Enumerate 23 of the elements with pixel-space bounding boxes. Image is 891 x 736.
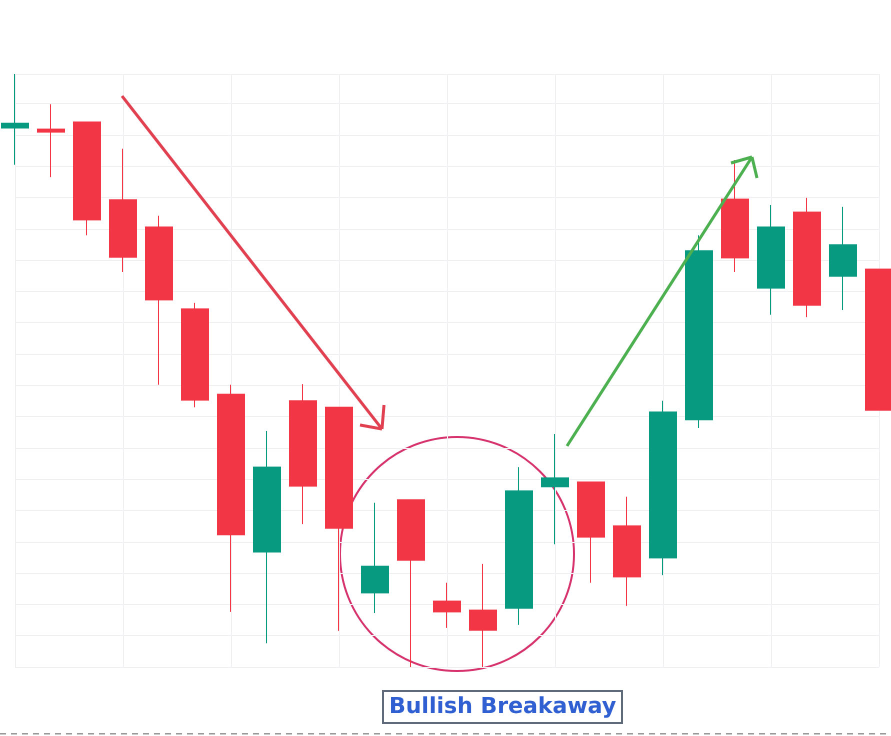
candlestick xyxy=(541,433,569,545)
candlestick xyxy=(181,302,209,408)
candlestick xyxy=(649,400,677,576)
candlestick xyxy=(505,466,533,626)
candlestick xyxy=(253,430,281,644)
candlestick xyxy=(793,197,821,318)
candlestick xyxy=(145,215,173,386)
candlestick xyxy=(109,148,137,273)
candlestick xyxy=(721,159,749,273)
candlestick xyxy=(361,502,389,614)
candlestick xyxy=(433,582,461,628)
candlestick xyxy=(289,384,317,525)
candlestick xyxy=(577,481,605,584)
candlestick xyxy=(829,206,857,311)
candlestick xyxy=(469,563,497,668)
candlestick xyxy=(757,204,785,316)
candlestick xyxy=(73,122,101,236)
text: Bullish Breakaway xyxy=(382,690,624,724)
candlestick xyxy=(1,74,29,166)
candlestick xyxy=(397,499,425,668)
candlestick xyxy=(37,104,65,178)
candlestick xyxy=(685,234,713,429)
candlestick xyxy=(613,496,641,606)
